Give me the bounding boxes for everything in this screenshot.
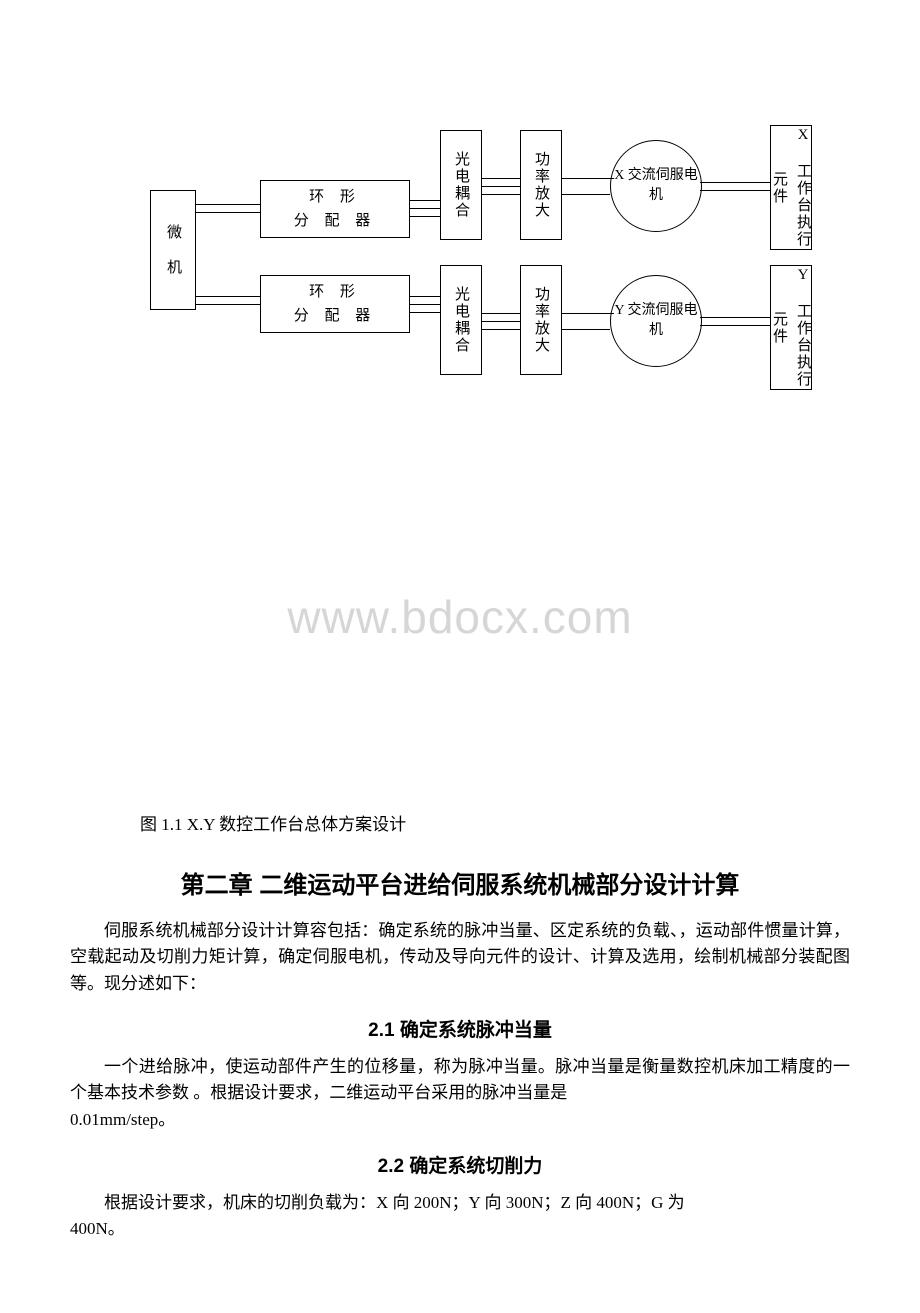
section-2-1-heading: 2.1 确定系统脉冲当量 [70,1015,850,1042]
edge [410,312,440,313]
block-diagram: 微 机 环 形 分 配 器 环 形 分 配 器 光电耦合 光电耦合 功率放大 功… [90,100,850,390]
edge [410,208,440,209]
edge [196,204,260,205]
node-opto-2: 光电耦合 [440,265,482,375]
edge [700,325,770,326]
edge [482,194,520,195]
label-act-y: Y 工作台执行元件 [767,266,815,389]
edge [700,317,770,318]
watermark: www.bdocx.com [0,590,920,644]
node-servo-x: X 交流伺服电机 [610,140,702,232]
figure-caption: 图 1.1 X.Y 数控工作台总体方案设计 [140,810,850,835]
node-servo-y: Y 交流伺服电机 [610,275,702,367]
edge [410,304,440,305]
node-ring-2: 环 形 分 配 器 [260,275,410,333]
node-opto-1: 光电耦合 [440,130,482,240]
edge [562,194,610,195]
node-amp-1: 功率放大 [520,130,562,240]
label-servo-y: Y 交流伺服电机 [611,301,701,340]
edge [196,296,260,297]
edge [562,313,614,314]
node-act-x: X 工作台执行元件 [770,125,812,250]
label-amp-2: 功率放大 [529,286,553,354]
node-ring-1: 环 形 分 配 器 [260,180,410,238]
edge [562,329,610,330]
edge [562,178,614,179]
para-2-1a: 一个进给脉冲，使运动部件产生的位移量，称为脉冲当量。脉冲当量是衡量数控机床加工精… [70,1054,850,1107]
label-micro: 微 机 [161,224,185,276]
label-servo-x: X 交流伺服电机 [611,166,701,205]
edge [196,212,260,213]
edge [410,296,440,297]
node-micro: 微 机 [150,190,196,310]
para-2-1b: 0.01mm/step。 [70,1107,850,1133]
chapter-2-heading: 第二章 二维运动平台进给伺服系统机械部分设计计算 [70,865,850,900]
edge [410,200,440,201]
edge [410,216,440,217]
label-opto-2: 光电耦合 [449,286,473,354]
para-2-2a: 根据设计要求，机床的切削负载为：X 向 200N；Y 向 300N；Z 向 40… [70,1190,850,1216]
label-ring-1: 环 形 分 配 器 [294,185,377,233]
edge [482,321,520,322]
label-amp-1: 功率放大 [529,151,553,219]
edge [482,178,520,179]
edge [482,186,520,187]
edge [700,182,770,183]
section-2-2-heading: 2.2 确定系统切削力 [70,1151,850,1178]
edge [482,329,520,330]
label-ring-2: 环 形 分 配 器 [294,280,377,328]
para-intro: 伺服系统机械部分设计计算容包括：确定系统的脉冲当量、区定系统的负载、，运动部件惯… [70,918,850,997]
edge [482,313,520,314]
node-act-y: Y 工作台执行元件 [770,265,812,390]
edge [196,304,260,305]
node-amp-2: 功率放大 [520,265,562,375]
label-act-x: X 工作台执行元件 [767,126,815,249]
label-opto-1: 光电耦合 [449,151,473,219]
para-2-2b: 400N。 [70,1216,850,1242]
edge [700,190,770,191]
